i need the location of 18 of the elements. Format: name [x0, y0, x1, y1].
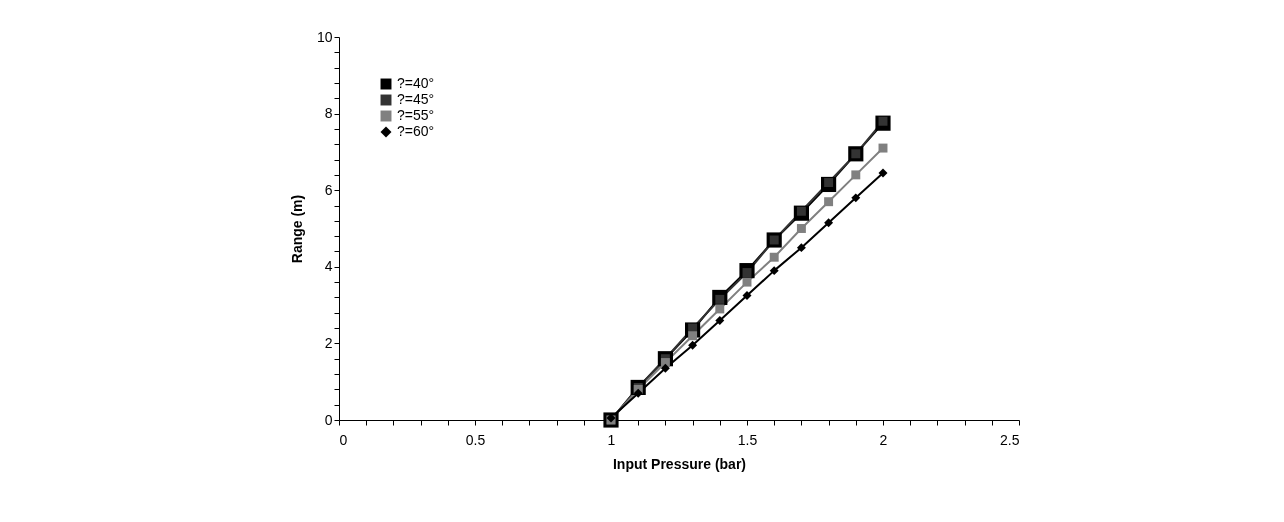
- y-tick-label: 4: [324, 258, 333, 275]
- legend-label: ?=40°: [397, 75, 435, 91]
- legend-label: ?=55°: [397, 107, 435, 123]
- y-tick-label: 10: [316, 28, 333, 45]
- x-tick-label: 1: [607, 431, 616, 448]
- y-tick-label: 2: [324, 334, 333, 351]
- legend-label: ?=60°: [397, 123, 435, 139]
- y-tick-label: 0: [324, 411, 333, 428]
- x-tick-label: 0: [339, 431, 348, 448]
- x-tick-label: 1.5: [737, 431, 758, 448]
- y-tick-label: 6: [324, 181, 333, 198]
- x-tick-label: 2.5: [1000, 431, 1020, 448]
- x-tick-label: 2: [879, 431, 888, 448]
- x-axis-title: Input Pressure (bar): [612, 455, 747, 472]
- y-axis-title: Range (m): [288, 194, 305, 264]
- legend-label: ?=45°: [397, 91, 435, 107]
- y-tick-label: 8: [324, 105, 333, 122]
- x-tick-label: 0.5: [465, 431, 486, 448]
